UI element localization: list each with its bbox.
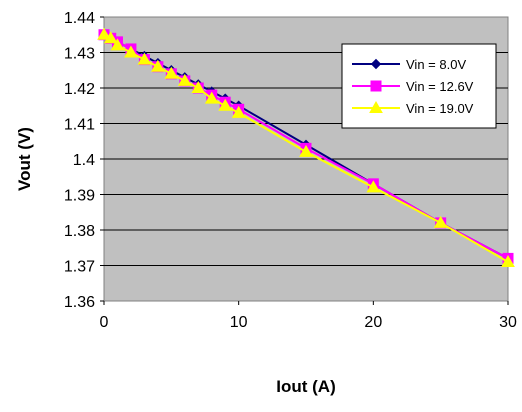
data-point	[103, 31, 118, 44]
data-point	[97, 27, 111, 40]
legend-entry: Vin = 12.6V	[352, 79, 474, 94]
data-point	[231, 105, 246, 118]
x-axis-ticks: 0 10 20 30	[100, 301, 517, 331]
data-point	[110, 38, 125, 51]
y-tick-label: 1.44	[64, 10, 95, 27]
data-point	[204, 91, 219, 104]
data-point	[177, 73, 192, 86]
legend-marker	[369, 100, 383, 113]
series-3	[97, 27, 515, 267]
y-tick-label: 1.41	[64, 117, 95, 134]
x-tick-label: 20	[364, 314, 382, 331]
legend-items: Vin = 8.0V Vin = 12.6V Vin = 19.0V	[352, 57, 474, 116]
data-point	[124, 45, 138, 58]
legend-label: Vin = 19.0V	[406, 101, 474, 116]
y-tick-label: 1.39	[64, 188, 95, 205]
data-point	[191, 80, 206, 93]
legend: Vin = 8.0V Vin = 12.6V Vin = 19.0V	[341, 43, 497, 129]
legend-marker	[370, 58, 382, 70]
x-tick-label: 30	[499, 314, 517, 331]
y-tick-label: 1.38	[64, 223, 95, 240]
y-axis-title: Vout (V)	[15, 127, 34, 191]
data-point	[433, 215, 448, 228]
legend-marker	[370, 80, 382, 92]
series-line	[103, 33, 509, 263]
x-tick-label: 10	[230, 314, 248, 331]
data-point	[218, 98, 233, 111]
x-tick-label: 0	[100, 314, 109, 331]
data-point	[164, 66, 179, 79]
data-point	[137, 52, 152, 65]
y-tick-label: 1.43	[64, 46, 95, 63]
data-point	[501, 254, 515, 267]
y-axis-ticks: 1.36 1.37 1.38 1.39 1.4 1.41 1.42 1.43 1.44	[64, 10, 104, 311]
y-tick-label: 1.42	[64, 81, 95, 98]
data-point	[299, 144, 313, 157]
data-point	[366, 180, 381, 193]
y-tick-label: 1.37	[64, 259, 95, 276]
legend-label: Vin = 12.6V	[406, 79, 474, 94]
y-tick-label: 1.4	[73, 152, 95, 169]
legend-label: Vin = 8.0V	[406, 57, 466, 72]
x-axis-title: Iout (A)	[276, 377, 335, 396]
legend-entry: Vin = 19.0V	[352, 100, 474, 116]
legend-entry: Vin = 8.0V	[352, 57, 466, 72]
y-tick-label: 1.36	[64, 294, 95, 311]
data-point	[151, 59, 165, 72]
series-layer	[97, 27, 515, 267]
